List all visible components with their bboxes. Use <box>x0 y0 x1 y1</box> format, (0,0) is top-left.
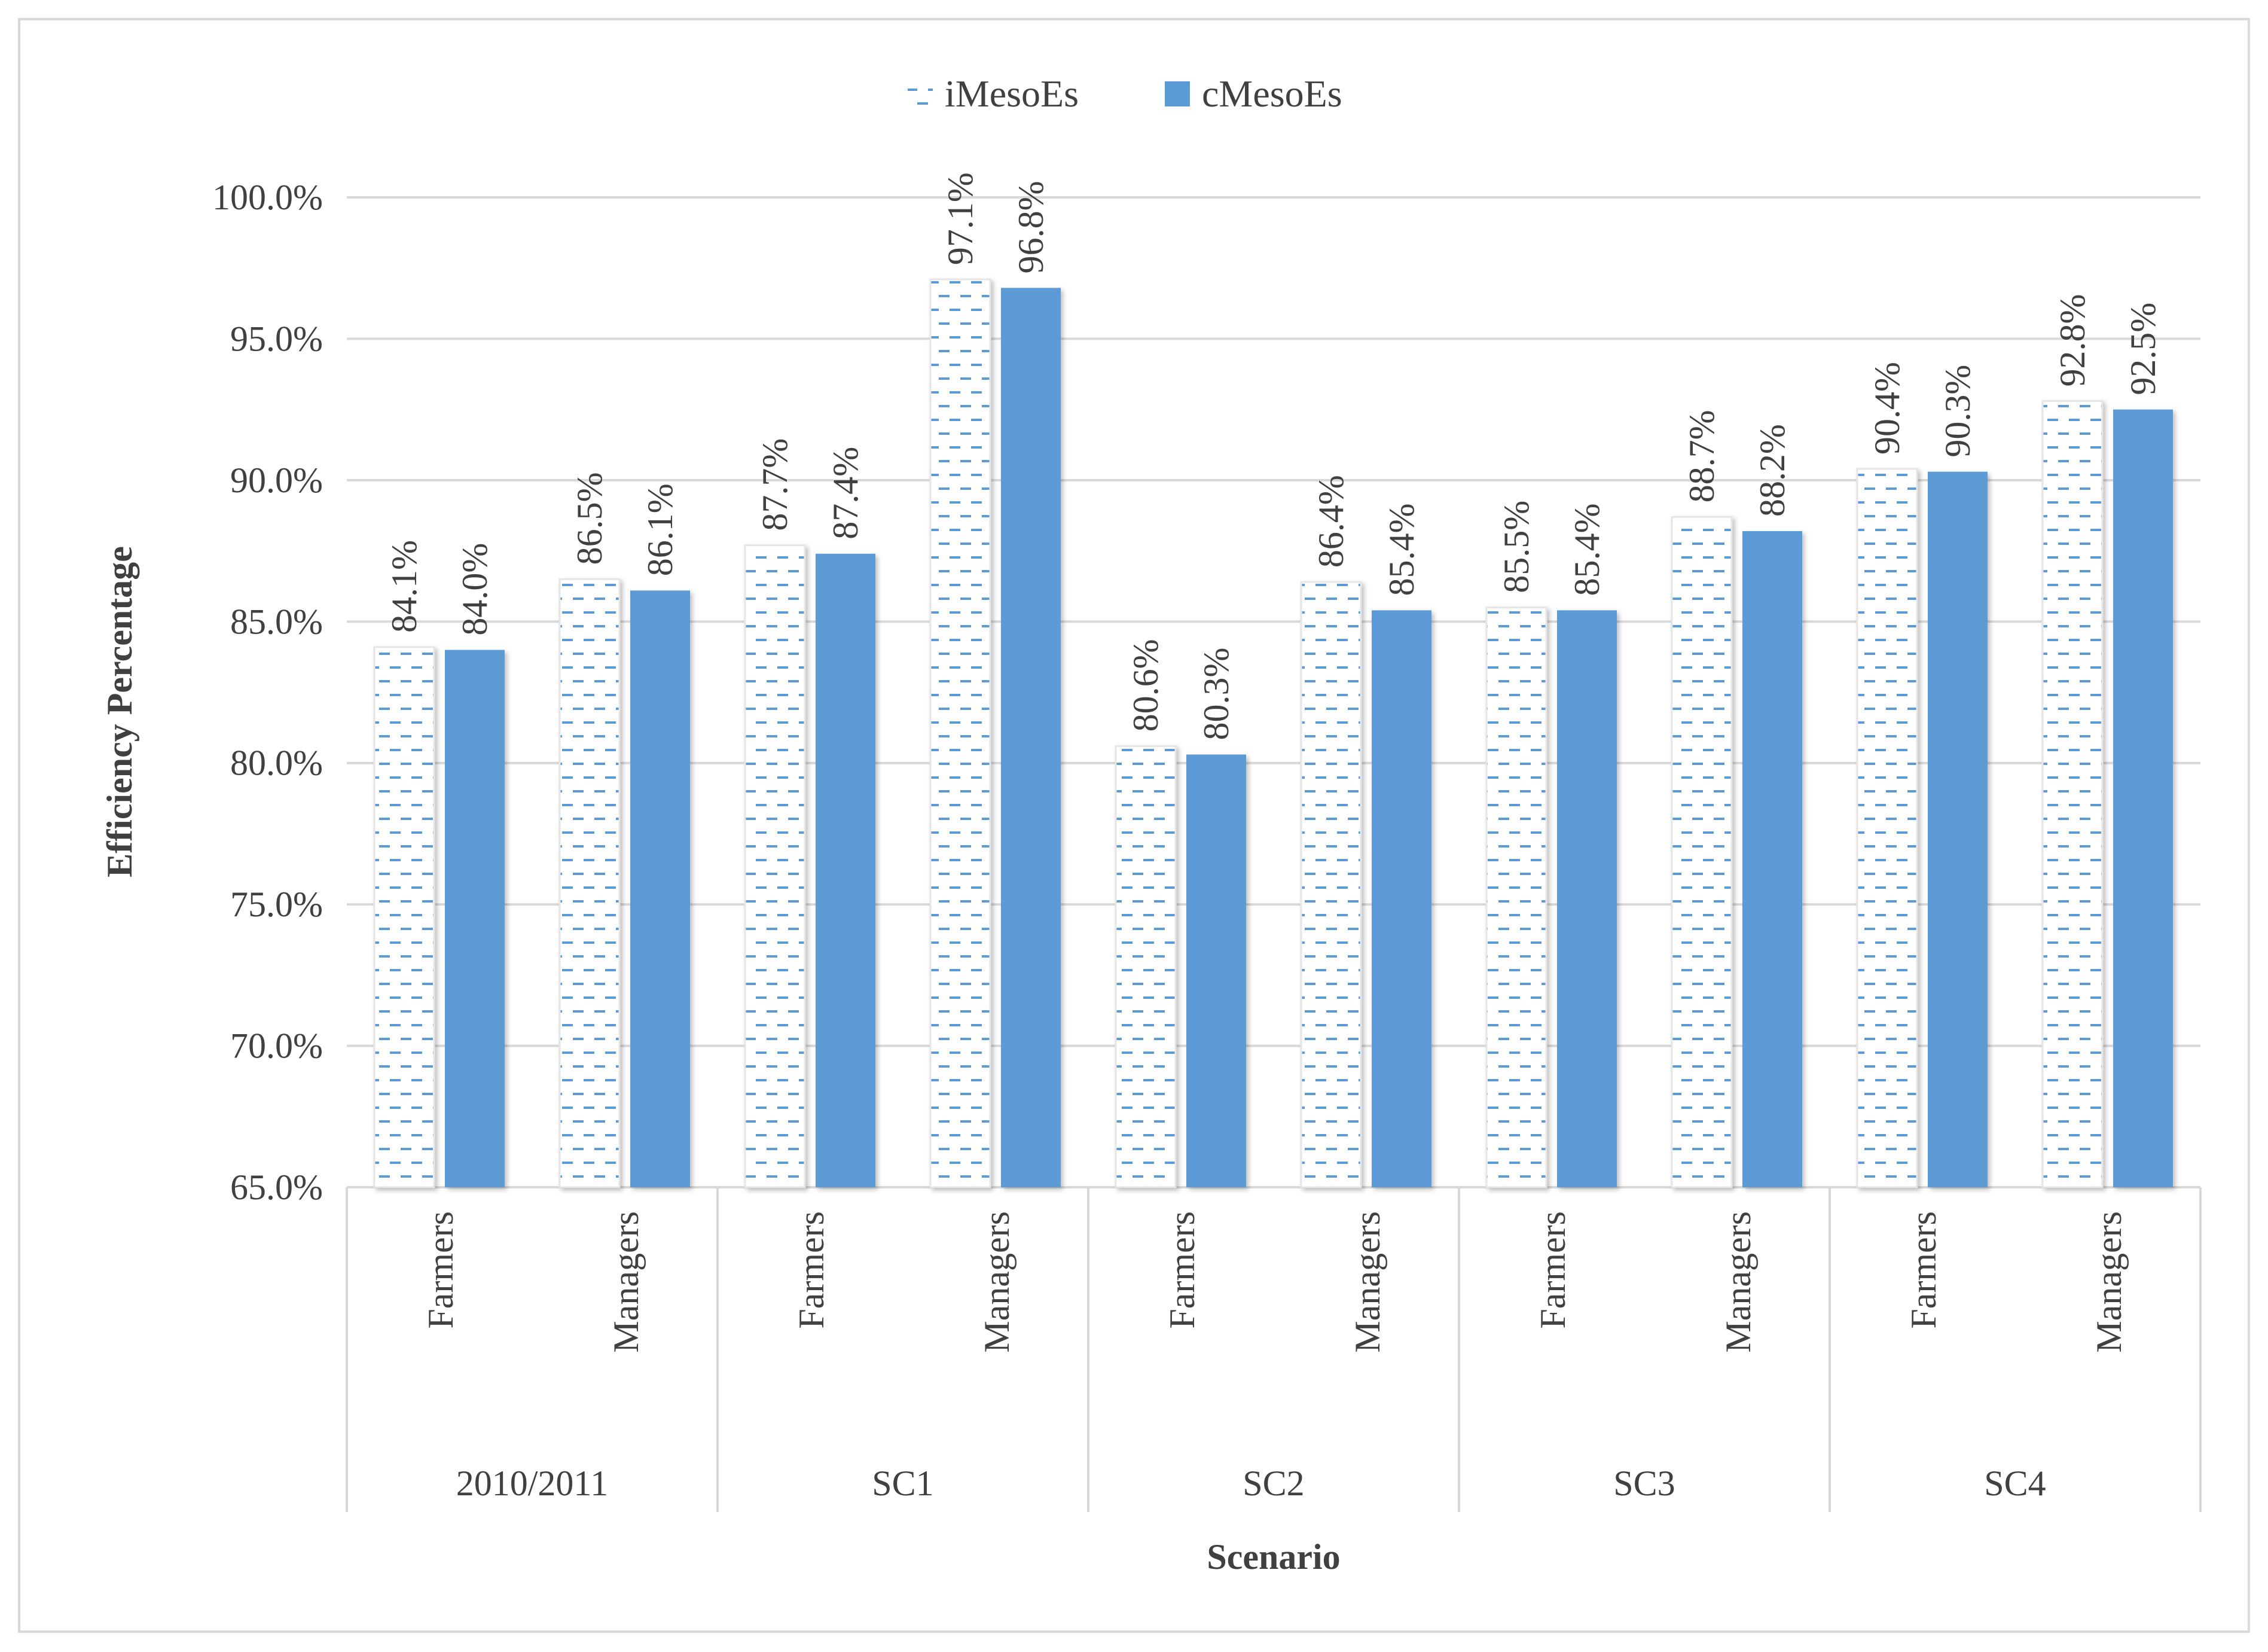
legend-label-imesoes: iMesoEs <box>945 72 1079 115</box>
bar-cmesoes <box>1742 531 1802 1187</box>
legend-label-cmesoes: cMesoEs <box>1202 72 1342 115</box>
y-tick-label: 65.0% <box>230 1168 323 1207</box>
subcategory-label: Managers <box>606 1211 646 1353</box>
bar-imesoes <box>1300 581 1362 1188</box>
subcategory-label: Managers <box>2089 1211 2129 1353</box>
x-axis-title: Scenario <box>1207 1537 1340 1577</box>
data-label: 90.4% <box>1867 362 1907 455</box>
category-axis: 2010/2011 Farmers Managers SC1 Farmers Manage… <box>346 1186 2202 1512</box>
y-tick-label: 75.0% <box>230 885 323 924</box>
bar-imesoes <box>1671 516 1733 1188</box>
data-label: 96.8% <box>1011 181 1051 273</box>
group-label: SC3 <box>1613 1464 1675 1503</box>
bar-imesoes <box>373 646 435 1188</box>
y-tick-label: 90.0% <box>230 461 323 500</box>
y-tick-label: 95.0% <box>230 319 323 358</box>
data-label: 92.8% <box>2053 294 2092 386</box>
bar-imesoes <box>744 544 806 1188</box>
data-label: 97.1% <box>941 172 980 265</box>
subcategory-label: Managers <box>1348 1211 1387 1353</box>
data-label: 80.3% <box>1196 648 1236 740</box>
data-label: 80.6% <box>1126 639 1165 731</box>
bar-imesoes <box>2041 400 2104 1188</box>
y-tick-label: 85.0% <box>230 602 323 641</box>
data-label: 85.5% <box>1497 501 1536 593</box>
bar-imesoes <box>558 578 621 1188</box>
bar-imesoes <box>1115 745 1177 1188</box>
y-tick-label: 80.0% <box>230 743 323 783</box>
y-axis-title: Efficiency Percentage <box>100 546 139 877</box>
bar-cmesoes <box>630 590 690 1187</box>
y-axis-ticks: 65.0% 70.0% 75.0% 80.0% 85.0% 90.0% 95.0% 100.0… <box>212 178 323 1207</box>
legend-item-cmesoes: cMesoEs <box>1165 72 1342 115</box>
y-tick-label: 70.0% <box>230 1026 323 1066</box>
bar-cmesoes <box>2113 409 2173 1188</box>
data-label: 85.4% <box>1567 503 1607 596</box>
subcategory-label: Farmers <box>421 1211 460 1329</box>
gridlines <box>347 196 2200 1188</box>
subcategory-label: Managers <box>977 1211 1017 1353</box>
data-label: 88.7% <box>1682 410 1721 502</box>
subcategory-label: Farmers <box>1533 1211 1573 1329</box>
data-label: 84.0% <box>455 543 494 636</box>
data-label: 84.1% <box>384 540 424 633</box>
data-label: 92.5% <box>2123 303 2163 395</box>
data-label: 85.4% <box>1382 503 1421 596</box>
bar-cmesoes <box>1186 754 1246 1187</box>
bar-cmesoes <box>1557 610 1617 1187</box>
group-label: SC1 <box>872 1464 933 1503</box>
data-label: 88.2% <box>1753 424 1792 517</box>
bar-imesoes <box>929 278 991 1188</box>
data-label: 86.4% <box>1311 475 1351 568</box>
bar-cmesoes <box>1001 288 1061 1187</box>
subcategory-label: Farmers <box>1904 1211 1943 1329</box>
bar-cmesoes <box>816 553 875 1187</box>
bars <box>373 278 2173 1188</box>
bar-cmesoes <box>1372 610 1431 1187</box>
group-label: 2010/2011 <box>456 1464 608 1503</box>
bar-cmesoes <box>1928 471 1988 1188</box>
bar-imesoes <box>1856 468 1918 1188</box>
subcategory-label: Managers <box>1718 1211 1758 1353</box>
bar-imesoes <box>1485 606 1547 1188</box>
group-label: SC2 <box>1243 1464 1304 1503</box>
legend-swatch-imesoes <box>908 81 933 106</box>
subcategory-label: Farmers <box>1162 1211 1202 1329</box>
data-label: 86.5% <box>570 472 609 565</box>
legend-item-imesoes: iMesoEs <box>908 72 1079 115</box>
data-labels: 84.1% 84.0% 86.5% 86.1% 87.7% 87.4% 97.1% 96.8%… <box>384 172 2163 740</box>
y-tick-label: 100.0% <box>212 178 323 217</box>
legend: iMesoEs cMesoEs <box>908 72 1342 115</box>
data-label: 90.3% <box>1938 365 1977 458</box>
group-label: SC4 <box>1984 1464 2046 1503</box>
data-label: 87.4% <box>826 447 865 540</box>
data-label: 87.7% <box>755 438 795 531</box>
legend-swatch-cmesoes <box>1165 81 1190 106</box>
subcategory-label: Farmers <box>792 1211 831 1329</box>
bar-cmesoes <box>445 650 505 1187</box>
data-label: 86.1% <box>640 483 680 576</box>
